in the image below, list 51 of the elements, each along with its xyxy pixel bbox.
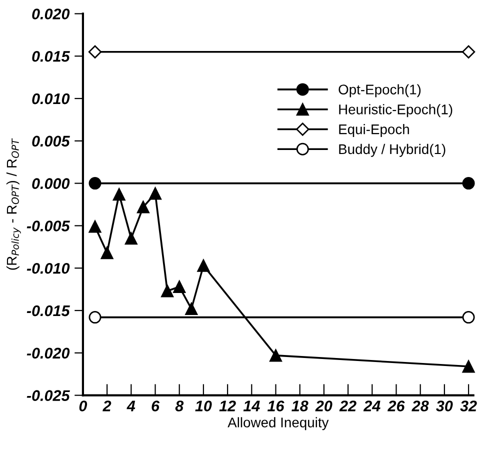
x-axis-title: Allowed Inequity xyxy=(228,417,329,430)
x-tick-label: 22 xyxy=(339,400,356,412)
point xyxy=(161,284,174,298)
y-tick-label: -0.010 xyxy=(26,262,70,274)
point xyxy=(270,349,282,362)
y-axis-title: (R$_{Policy}$ - R$_{OPT}$) / R$_{OPT}$ xyxy=(6,138,21,270)
y-tick-label: -0.025 xyxy=(26,390,70,401)
x-tick-label: 28 xyxy=(412,400,429,412)
point xyxy=(88,220,102,233)
point xyxy=(462,311,475,324)
y-tick-label: -0.015 xyxy=(26,305,70,316)
x-tick-label: 10 xyxy=(195,400,212,412)
point xyxy=(173,280,186,294)
y-tick-label: 0.000 xyxy=(32,178,70,189)
point xyxy=(124,232,138,245)
x-tick-label: 8 xyxy=(175,400,184,412)
x-tick-label: 30 xyxy=(436,400,453,412)
point xyxy=(185,302,198,316)
legend-label: Heuristic-Epoch(1) xyxy=(339,104,452,118)
x-tick-label: 0 xyxy=(79,400,88,412)
x-tick-label: 14 xyxy=(243,400,260,412)
point xyxy=(88,311,102,324)
point xyxy=(136,200,150,214)
point xyxy=(88,177,102,190)
x-tick-label: 4 xyxy=(126,400,136,412)
point xyxy=(149,187,162,200)
x-tick-label: 6 xyxy=(152,400,160,412)
point xyxy=(88,45,102,58)
x-tick-label: 16 xyxy=(268,400,284,412)
point xyxy=(462,45,476,58)
legend-label: Buddy / Hybrid(1) xyxy=(339,144,446,157)
x-tick-label: 32 xyxy=(460,400,477,412)
x-tick-label: 20 xyxy=(315,400,332,412)
x-tick-label: 12 xyxy=(219,400,236,412)
x-tick-label: 26 xyxy=(388,400,405,412)
y-tick-label: -0.005 xyxy=(26,220,70,232)
point xyxy=(462,360,475,373)
legend-label: Opt-Epoch(1) xyxy=(338,84,421,98)
point xyxy=(112,188,126,201)
y-tick-label: 0.020 xyxy=(32,8,70,20)
y-tick-label: 0.010 xyxy=(32,93,70,104)
y-tick-label: 0.015 xyxy=(32,50,70,62)
x-tick-label: 18 xyxy=(292,400,308,412)
y-tick-label: 0.005 xyxy=(32,136,70,147)
point xyxy=(462,177,475,190)
x-tick-label: 2 xyxy=(102,400,112,412)
point xyxy=(100,246,114,260)
legend-label: Equi-Epoch xyxy=(339,124,409,137)
x-tick-label: 24 xyxy=(363,400,380,412)
point xyxy=(197,259,210,272)
y-tick-label: -0.020 xyxy=(26,348,70,359)
